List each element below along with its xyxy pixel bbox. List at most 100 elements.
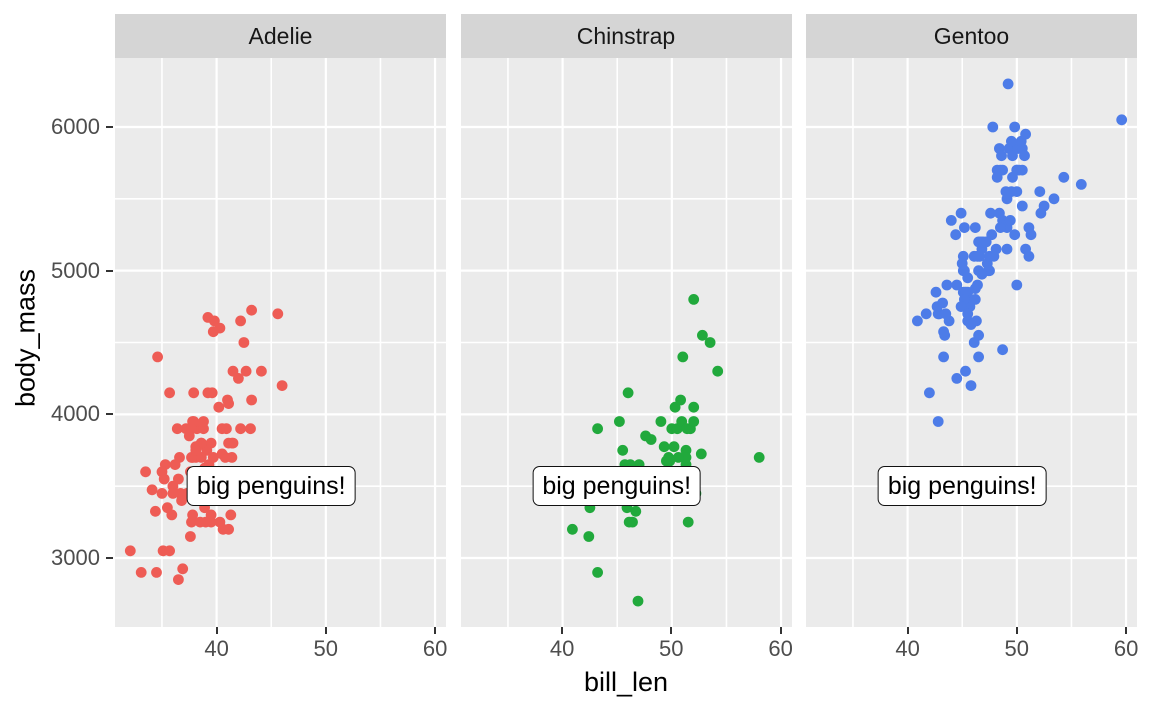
scatter-canvas bbox=[115, 58, 446, 627]
data-point bbox=[629, 505, 641, 517]
data-point bbox=[1009, 229, 1021, 241]
data-point bbox=[990, 243, 1002, 255]
data-point bbox=[1034, 186, 1046, 198]
data-point bbox=[1006, 135, 1017, 147]
data-point bbox=[169, 459, 181, 470]
data-point bbox=[223, 398, 234, 409]
data-point bbox=[663, 455, 675, 467]
y-tick-mark bbox=[106, 557, 113, 559]
data-point bbox=[645, 434, 656, 445]
data-point bbox=[235, 423, 246, 435]
data-point bbox=[207, 326, 219, 338]
data-point bbox=[190, 444, 202, 456]
data-point bbox=[930, 286, 942, 298]
facet-strip-label: Gentoo bbox=[933, 22, 1010, 49]
data-point bbox=[976, 268, 988, 280]
facet-strip-label: Adelie bbox=[248, 22, 313, 49]
data-point bbox=[932, 416, 944, 427]
data-point bbox=[937, 297, 948, 309]
data-point bbox=[217, 523, 229, 535]
data-point bbox=[941, 279, 953, 291]
data-point bbox=[959, 222, 970, 234]
x-tick-mark bbox=[434, 627, 437, 634]
data-point bbox=[960, 365, 971, 377]
data-point bbox=[225, 509, 237, 521]
y-tick-mark bbox=[106, 413, 113, 416]
data-point bbox=[687, 401, 699, 413]
data-point bbox=[194, 516, 206, 528]
data-point bbox=[962, 308, 974, 320]
data-point bbox=[238, 337, 250, 348]
data-point bbox=[1009, 121, 1021, 133]
data-point bbox=[658, 441, 670, 453]
data-point bbox=[1001, 243, 1013, 255]
facet-strip-chinstrap: Chinstrap bbox=[460, 14, 792, 58]
data-point bbox=[753, 452, 765, 463]
data-point bbox=[681, 423, 692, 435]
data-point bbox=[1035, 207, 1047, 219]
data-point bbox=[991, 171, 1003, 183]
data-point bbox=[591, 567, 603, 578]
x-tick-mark bbox=[561, 627, 564, 634]
data-point bbox=[950, 229, 962, 241]
data-point bbox=[1023, 250, 1035, 262]
data-point bbox=[1075, 179, 1087, 190]
data-point bbox=[213, 401, 225, 413]
data-point bbox=[711, 365, 723, 377]
data-point bbox=[176, 495, 187, 506]
data-point bbox=[206, 387, 218, 399]
data-point bbox=[965, 319, 977, 330]
data-point bbox=[245, 423, 256, 435]
x-tick-mark bbox=[324, 627, 327, 634]
data-point bbox=[124, 545, 136, 557]
data-point bbox=[164, 545, 175, 557]
data-point bbox=[687, 416, 699, 427]
x-tick-label: 60 bbox=[422, 636, 448, 661]
data-point bbox=[972, 250, 983, 262]
data-point bbox=[582, 531, 594, 542]
x-tick-label: 50 bbox=[313, 636, 339, 661]
data-point bbox=[680, 452, 691, 463]
data-point bbox=[276, 380, 288, 391]
data-point bbox=[246, 304, 257, 316]
data-point bbox=[272, 308, 284, 320]
data-point bbox=[240, 365, 252, 377]
x-tick-label: 40 bbox=[895, 636, 920, 661]
data-point bbox=[188, 387, 200, 399]
y-tick-label: 6000 bbox=[51, 114, 100, 139]
data-point bbox=[920, 308, 932, 320]
x-tick-mark bbox=[1015, 627, 1018, 634]
data-point bbox=[987, 121, 999, 133]
data-point bbox=[1016, 200, 1028, 212]
y-tick-mark bbox=[106, 269, 113, 272]
annotation-label: big penguins! bbox=[186, 466, 356, 507]
data-point bbox=[226, 452, 238, 463]
data-point bbox=[674, 394, 686, 406]
facet-panel-gentoo: big penguins! bbox=[806, 58, 1137, 627]
x-tick-label: 40 bbox=[204, 636, 229, 661]
data-point bbox=[972, 279, 983, 291]
annotation-label: big penguins! bbox=[877, 466, 1047, 507]
data-point bbox=[1002, 78, 1014, 90]
annotation-label: big penguins! bbox=[532, 466, 702, 507]
scatter-canvas bbox=[460, 58, 792, 627]
x-tick-label: 50 bbox=[1004, 636, 1030, 661]
data-point bbox=[938, 326, 949, 338]
data-point bbox=[183, 430, 195, 442]
y-tick-label: 4000 bbox=[51, 401, 100, 427]
data-point bbox=[996, 150, 1007, 162]
data-point bbox=[171, 423, 183, 435]
facet-strip-label: Chinstrap bbox=[576, 22, 676, 49]
facet-strip-adelie: Adelie bbox=[115, 14, 446, 58]
data-point bbox=[1020, 128, 1031, 140]
data-point bbox=[985, 207, 996, 219]
data-point bbox=[1048, 193, 1060, 205]
data-point bbox=[924, 387, 935, 399]
data-point bbox=[566, 523, 578, 535]
data-point bbox=[135, 567, 147, 578]
data-point bbox=[227, 437, 239, 449]
data-point bbox=[973, 351, 984, 363]
data-point bbox=[973, 329, 984, 341]
x-tick-mark bbox=[215, 627, 218, 634]
facet-panel-adelie: big penguins! bbox=[115, 58, 446, 627]
